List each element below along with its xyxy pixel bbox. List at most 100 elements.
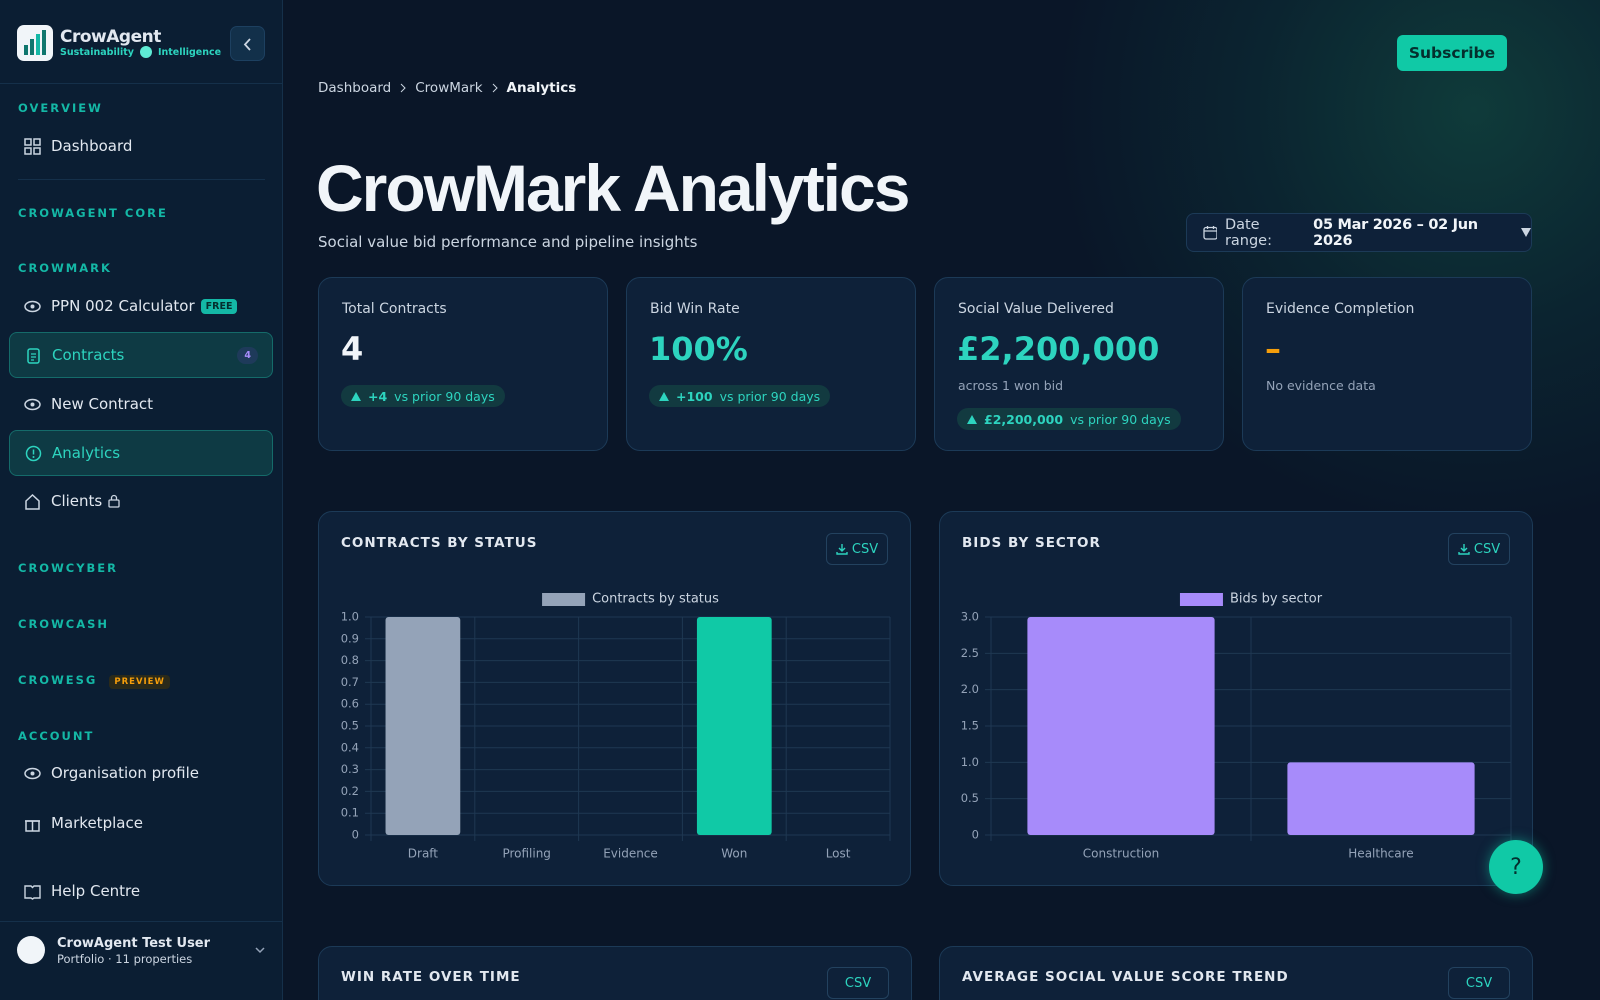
icon bbox=[24, 300, 41, 312]
calendar-icon bbox=[1203, 226, 1217, 240]
nav-item[interactable]: Organisation profile bbox=[9, 750, 273, 796]
bar bbox=[385, 617, 461, 835]
csv-label: CSV bbox=[844, 975, 872, 991]
bar bbox=[1027, 617, 1215, 835]
kpi-note: No evidence data bbox=[1266, 378, 1376, 393]
date-range[interactable]: Date range: 05 Mar 2026 – 02 Jun 2026 bbox=[1186, 213, 1532, 252]
nav-item[interactable]: Dashboard bbox=[9, 123, 273, 169]
badge: PREVIEW bbox=[109, 675, 170, 689]
csv-button[interactable]: CSV bbox=[1448, 967, 1510, 999]
icon bbox=[27, 347, 40, 364]
chevron bbox=[243, 38, 251, 51]
delta-text: vs prior 90 days bbox=[719, 388, 821, 404]
kpi-note: across 1 won bid bbox=[958, 378, 1064, 393]
section-heading[interactable]: CROWCYBER bbox=[18, 561, 118, 575]
kpi-label: Total Contracts bbox=[342, 301, 447, 317]
crumb[interactable]: CrowMark bbox=[415, 80, 483, 96]
y-tick-label: 0.9 bbox=[341, 631, 359, 645]
user-detail: Portfolio · 11 properties bbox=[57, 952, 193, 966]
nav-item[interactable]: Help Centre bbox=[9, 868, 273, 914]
x-tick-label: Construction bbox=[1083, 847, 1159, 861]
sidebar: CrowAgent Sustainability Intelligence OV… bbox=[0, 0, 283, 1000]
kpi-value: 100% bbox=[649, 330, 748, 368]
x-tick-label: Evidence bbox=[603, 847, 658, 861]
y-tick-label: 0 bbox=[972, 828, 979, 842]
nav-item[interactable]: Clients bbox=[9, 478, 273, 524]
kpi-delta: £2,200,000 vs prior 90 days bbox=[957, 408, 1181, 430]
kpi-card: Social Value Delivered £2,200,000 across 1… bbox=[934, 277, 1224, 451]
csv-button[interactable]: CSV bbox=[827, 967, 889, 999]
divider bbox=[0, 83, 283, 84]
tagline-right: Intelligence bbox=[157, 46, 222, 58]
help-button[interactable]: ? bbox=[1489, 840, 1543, 894]
delta-value: £2,200,000 bbox=[984, 411, 1064, 427]
kpi-label: Bid Win Rate bbox=[650, 301, 740, 317]
csv-label: CSV bbox=[851, 541, 879, 557]
section-label: CROWESG bbox=[18, 673, 98, 687]
avatar bbox=[17, 936, 45, 964]
nav-item[interactable]: New Contract bbox=[9, 381, 273, 427]
bar bbox=[696, 617, 772, 835]
card-title: WIN RATE OVER TIME bbox=[341, 969, 521, 985]
x-tick-label: Lost bbox=[826, 847, 851, 861]
y-tick-label: 3.0 bbox=[961, 610, 979, 624]
y-tick-label: 0.7 bbox=[341, 675, 359, 689]
section-heading[interactable]: CROWAGENT CORE bbox=[18, 206, 168, 220]
main: Subscribe Dashboard CrowMark Analytics C… bbox=[284, 0, 1600, 1000]
y-tick-label: 0 bbox=[352, 828, 359, 842]
kpi-card: Evidence Completion – No evidence data bbox=[1242, 277, 1532, 451]
collapse-button[interactable] bbox=[230, 26, 265, 61]
y-tick-label: 0.2 bbox=[341, 784, 359, 798]
kpi-value: £2,200,000 bbox=[957, 330, 1160, 368]
tagline-left: Sustainability bbox=[60, 46, 134, 58]
delta-value: +4 bbox=[368, 388, 388, 404]
legend-label: Contracts by status bbox=[592, 592, 719, 607]
icon bbox=[24, 398, 41, 410]
nav-label: Marketplace bbox=[51, 814, 143, 832]
csv-button[interactable]: CSV bbox=[1448, 533, 1510, 565]
y-tick-label: 2.5 bbox=[961, 646, 979, 660]
divider bbox=[18, 179, 265, 180]
nav-item[interactable]: Marketplace bbox=[9, 800, 273, 846]
separator bbox=[400, 83, 406, 93]
y-tick-label: 1.0 bbox=[961, 755, 979, 769]
csv-button[interactable]: CSV bbox=[826, 533, 888, 565]
user-name: CrowAgent Test User bbox=[57, 936, 211, 951]
chart-card: AVERAGE SOCIAL VALUE SCORE TREND CSV bbox=[939, 946, 1533, 1000]
date-label: Date range: bbox=[1224, 216, 1272, 249]
date-value: 05 Mar 2026 – 02 Jun 2026 bbox=[1313, 216, 1478, 249]
x-tick-label: Profiling bbox=[502, 847, 550, 861]
user-menu[interactable] bbox=[253, 944, 267, 956]
subscribe-button[interactable]: Subscribe bbox=[1397, 35, 1507, 71]
nav-label: Contracts bbox=[52, 346, 125, 364]
kpi-delta: +4 vs prior 90 days bbox=[341, 385, 505, 407]
nav-label: Help Centre bbox=[51, 882, 141, 900]
nav-item[interactable]: Contracts 4 bbox=[9, 332, 273, 378]
icon bbox=[25, 819, 40, 832]
y-tick-label: 0.5 bbox=[341, 719, 359, 733]
section-heading[interactable]: CROWMARK bbox=[18, 261, 112, 275]
section-heading[interactable]: CROWESG PREVIEW bbox=[18, 673, 170, 689]
csv-label: CSV bbox=[1465, 975, 1493, 991]
up-arrow bbox=[967, 414, 977, 424]
card-title: AVERAGE SOCIAL VALUE SCORE TREND bbox=[962, 969, 1289, 985]
section-heading: OVERVIEW bbox=[18, 101, 103, 115]
kpi-label: Social Value Delivered bbox=[958, 301, 1114, 317]
nav-item[interactable]: PPN 002 Calculator FREE bbox=[9, 283, 273, 329]
nav-item[interactable]: Analytics bbox=[9, 430, 273, 476]
page-subtitle: Social value bid performance and pipelin… bbox=[318, 233, 698, 251]
separator bbox=[492, 83, 498, 93]
crumb[interactable]: Dashboard bbox=[318, 80, 392, 96]
nav-label: PPN 002 Calculator bbox=[51, 297, 195, 315]
y-tick-label: 0.6 bbox=[341, 697, 359, 711]
kpi-value: 4 bbox=[341, 330, 364, 368]
logo bbox=[17, 25, 53, 61]
globe bbox=[139, 46, 152, 58]
lock bbox=[108, 494, 120, 508]
section-heading[interactable]: CROWCASH bbox=[18, 617, 110, 631]
y-tick-label: 0.4 bbox=[341, 740, 359, 754]
kpi-value: – bbox=[1265, 330, 1281, 368]
brand: CrowAgent bbox=[60, 27, 161, 47]
legend-label: Bids by sector bbox=[1230, 592, 1323, 607]
